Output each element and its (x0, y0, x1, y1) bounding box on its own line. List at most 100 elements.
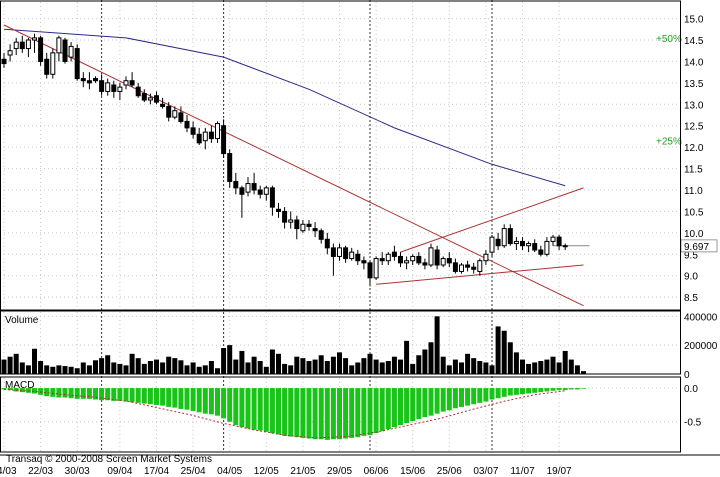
candle-body (160, 103, 166, 107)
volume-bar (422, 349, 428, 374)
macd-bar (532, 388, 538, 393)
macd-bar (111, 388, 117, 401)
macd-bar (135, 388, 141, 403)
macd-bar (257, 388, 263, 431)
macd-bar (263, 388, 269, 432)
price-tick-label: 13.5 (684, 79, 704, 90)
volume-bar (483, 362, 489, 374)
volume-bar (306, 361, 312, 374)
volume-bar (25, 365, 31, 374)
macd-tick-label: 0.0 (684, 384, 698, 395)
volume-bar (404, 340, 410, 374)
candle-body (74, 48, 80, 80)
macd-bar (99, 388, 105, 401)
macd-bar (513, 388, 519, 395)
volume-bar (416, 355, 422, 374)
macd-bar (550, 388, 556, 391)
macd-bar (190, 388, 196, 411)
date-tick-label: 11/07 (510, 466, 535, 477)
candle-body (489, 236, 495, 253)
volume-bar (215, 368, 220, 374)
price-tick-label: 14.5 (684, 36, 704, 47)
volume-bar (190, 362, 196, 374)
date-tick-label: 22/03 (28, 466, 53, 477)
macd-bar (501, 388, 507, 397)
volume-bar (74, 368, 80, 374)
volume-bar (300, 358, 306, 374)
candle-body (93, 78, 98, 82)
date-tick-label: 25/06 (437, 466, 462, 477)
macd-bar (459, 388, 464, 407)
candle-body (532, 243, 538, 251)
candle-body (434, 249, 440, 266)
candle-body (50, 52, 56, 75)
candle-body (135, 86, 141, 97)
macd-bar (105, 388, 111, 401)
date-tick-label: 06/06 (364, 466, 389, 477)
macd-bar (44, 388, 50, 397)
volume-bar (489, 365, 495, 374)
macd-bar (239, 388, 245, 428)
macd-bar (428, 388, 434, 416)
candle-body (361, 260, 367, 264)
volume-bar (446, 365, 452, 374)
candle-body (263, 187, 269, 195)
macd-bar (166, 388, 172, 407)
volume-bar (507, 342, 513, 374)
candle-body (251, 183, 257, 191)
macd-bar (227, 388, 233, 422)
candle-body (233, 180, 239, 189)
macd-bar (178, 388, 184, 409)
footer-text: Transaq © 2000-2008 Screen Market System… (6, 454, 212, 465)
volume-bar (495, 326, 501, 374)
macd-title: MACD (5, 380, 34, 391)
volume-bar (221, 348, 227, 374)
macd-bar (19, 388, 25, 393)
candle-body (526, 243, 532, 247)
candle-body (343, 247, 349, 260)
candle-body (99, 80, 105, 92)
candle-body (446, 258, 452, 264)
candle-body (44, 58, 50, 75)
volume-bar (93, 360, 98, 374)
volume-bar (257, 361, 263, 374)
trend-line (400, 187, 584, 253)
date-tick-label: 03/07 (473, 466, 498, 477)
candle-body (422, 262, 428, 266)
volume-bar (355, 362, 361, 374)
volume-bar (276, 353, 281, 374)
macd-bar (147, 388, 153, 405)
volume-bar (324, 361, 330, 374)
volume-bar (477, 361, 483, 374)
volume-bar (501, 330, 507, 374)
macd-bar (1, 388, 7, 390)
panel-frame (0, 0, 681, 311)
candle-body (324, 238, 330, 249)
macd-bar (184, 388, 190, 410)
candle-body (56, 37, 62, 54)
candle-body (141, 93, 147, 101)
macd-bar (62, 388, 68, 398)
macd-bar (568, 388, 574, 390)
candle-body (172, 110, 178, 118)
target-label: +50% (656, 34, 682, 45)
macd-signal-line (3, 388, 566, 439)
macd-bar (507, 388, 513, 396)
volume-bar (154, 359, 159, 374)
candle-body (184, 120, 190, 129)
time-axis: 14/03 22/03 30/03 09/04 17/04 25/04 04/05 12/05… (0, 466, 572, 477)
macd-bar (538, 388, 544, 393)
macd-bar (452, 388, 458, 409)
macd-bar (245, 388, 251, 429)
macd-bar (74, 388, 80, 399)
candle-body (276, 208, 281, 212)
volume-bar (465, 353, 471, 374)
volume-bar (202, 365, 208, 374)
candle-body (312, 228, 318, 232)
macd-bar (300, 388, 306, 438)
volume-bar (62, 366, 68, 374)
macd-bar (68, 388, 74, 399)
macd-bar (80, 388, 86, 399)
macd-bar (306, 388, 312, 439)
